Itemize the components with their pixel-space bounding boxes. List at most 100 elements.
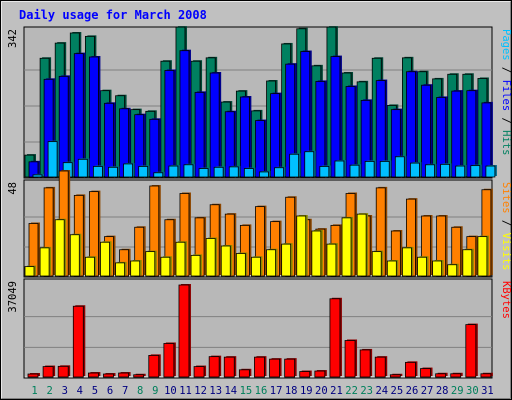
bar-kbytes-day-11 xyxy=(178,284,191,378)
legend-entry: Sites xyxy=(500,182,512,214)
bar-sites-day-6 xyxy=(100,241,112,277)
bar-pages-day-19-face xyxy=(304,151,315,178)
bar-kbytes-day-21 xyxy=(329,297,342,378)
day-tick-label: 27 xyxy=(421,385,434,397)
bar-pages-day-30 xyxy=(470,164,482,178)
bar-kbytes-day-16 xyxy=(254,356,267,378)
day-tick-label: 29 xyxy=(451,385,464,397)
bar-sites-day-22-face xyxy=(341,217,352,277)
bar-files-day-20 xyxy=(315,80,327,178)
bar-sites-day-16-face xyxy=(251,256,261,277)
bar-kbytes-day-1 xyxy=(27,373,40,378)
bar-kbytes-day-22-face xyxy=(344,340,356,378)
bar-sites-day-30-face xyxy=(462,249,473,277)
day-tick-label: 2 xyxy=(46,385,52,397)
bar-sites-day-24 xyxy=(371,250,384,277)
bar-kbytes-day-13 xyxy=(208,355,222,378)
bar-pages-day-2 xyxy=(47,140,60,178)
bar-pages-day-11 xyxy=(183,163,195,178)
bar-sites-day-4 xyxy=(69,233,82,277)
bar-sites-day-21 xyxy=(326,243,338,277)
bar-sites-day-3 xyxy=(54,218,67,277)
bar-pages-day-29 xyxy=(455,165,467,178)
bar-kbytes-day-15 xyxy=(238,368,252,378)
bar-kbytes-day-17-face xyxy=(269,358,280,378)
legend-sites-visits: Sites / Visits xyxy=(500,182,512,271)
bar-pages-day-5-face xyxy=(92,166,103,178)
bar-pages-day-24 xyxy=(379,160,392,178)
bar-kbytes-day-8 xyxy=(133,373,146,378)
bar-kbytes-day-29-face xyxy=(450,373,462,378)
bar-pages-day-15 xyxy=(243,167,256,178)
bar-pages-day-8-face xyxy=(138,166,149,178)
bar-kbytes-day-11-face xyxy=(178,284,190,378)
day-tick-label: 31 xyxy=(481,385,494,397)
bar-files-day-13 xyxy=(209,72,222,178)
bar-sites-day-14 xyxy=(220,245,233,277)
bar-kbytes-day-8-face xyxy=(133,374,145,378)
bar-sites-day-6-face xyxy=(100,241,110,277)
bar-pages-day-29-face xyxy=(455,165,466,178)
day-tick-label: 14 xyxy=(224,385,237,397)
bar-files-day-11 xyxy=(179,49,191,178)
bar-files-day-17-face xyxy=(270,93,280,178)
bar-sites-day-31 xyxy=(477,235,489,277)
bar-kbytes-day-4 xyxy=(72,305,86,378)
bar-kbytes-day-26 xyxy=(405,361,418,378)
bar-sites-day-2 xyxy=(39,246,52,277)
day-tick-label: 11 xyxy=(179,385,192,397)
day-tick-label: 13 xyxy=(209,385,222,397)
bar-sites-day-28-face xyxy=(432,260,443,277)
bar-sites-day-1 xyxy=(24,265,36,277)
bar-kbytes-day-25-face xyxy=(389,374,401,378)
day-tick-label: 22 xyxy=(345,385,358,397)
bar-files-day-26 xyxy=(406,70,418,178)
bar-sites-day-5 xyxy=(84,256,97,277)
bar-sites-day-17-face xyxy=(266,249,276,277)
bar-sites-day-20-face xyxy=(311,230,322,277)
bar-pages-day-5 xyxy=(92,165,105,178)
bar-sites-day-27 xyxy=(417,256,429,277)
bar-sites-day-12-face xyxy=(190,254,201,277)
bar-pages-day-10 xyxy=(168,165,180,178)
bar-sites-day-4-face xyxy=(69,234,80,277)
bar-files-day-5-face xyxy=(88,56,99,178)
bar-files-day-12-face xyxy=(194,91,205,178)
bar-kbytes-day-2 xyxy=(42,365,56,378)
bar-files-day-29 xyxy=(451,90,463,178)
bar-pages-day-9 xyxy=(153,171,165,178)
legend-entry: Files xyxy=(500,80,512,112)
legend-entry: / xyxy=(500,111,512,130)
bar-pages-day-17-face xyxy=(274,167,284,178)
bar-pages-day-14 xyxy=(228,165,241,178)
bar-sites-day-18-face xyxy=(281,243,292,277)
bar-kbytes-day-12-face xyxy=(193,366,205,378)
day-tick-label: 1 xyxy=(31,385,37,397)
bar-kbytes-day-23 xyxy=(359,348,373,378)
bar-sites-day-21-face xyxy=(326,243,337,277)
bar-pages-day-13-face xyxy=(213,166,224,178)
bar-sites-day-30 xyxy=(462,248,474,277)
bar-files-day-9 xyxy=(149,118,161,178)
bar-files-day-10 xyxy=(164,69,176,178)
day-tick-label: 3 xyxy=(62,385,68,397)
bar-files-day-16-face xyxy=(255,120,265,178)
bar-pages-day-23-face xyxy=(364,161,375,178)
bar-files-day-17 xyxy=(270,92,282,178)
bar-files-day-16 xyxy=(255,119,267,178)
bar-files-day-10-face xyxy=(164,70,175,178)
bar-pages-day-16 xyxy=(259,170,271,178)
legend-entry: KBytes xyxy=(500,281,512,319)
day-tick-label: 8 xyxy=(137,385,143,397)
day-tick-label: 25 xyxy=(391,385,404,397)
bar-pages-day-26 xyxy=(410,162,422,178)
bar-kbytes-day-19-face xyxy=(299,371,311,378)
bar-pages-day-28 xyxy=(440,163,452,178)
bar-pages-day-4-face xyxy=(77,158,88,178)
day-tick-label: 10 xyxy=(164,385,177,397)
day-tick-label: 19 xyxy=(300,385,313,397)
bar-kbytes-day-24 xyxy=(374,356,388,378)
bar-pages-day-25-face xyxy=(394,156,405,178)
bar-sites-day-10 xyxy=(160,256,172,277)
day-tick-label: 20 xyxy=(315,385,328,397)
